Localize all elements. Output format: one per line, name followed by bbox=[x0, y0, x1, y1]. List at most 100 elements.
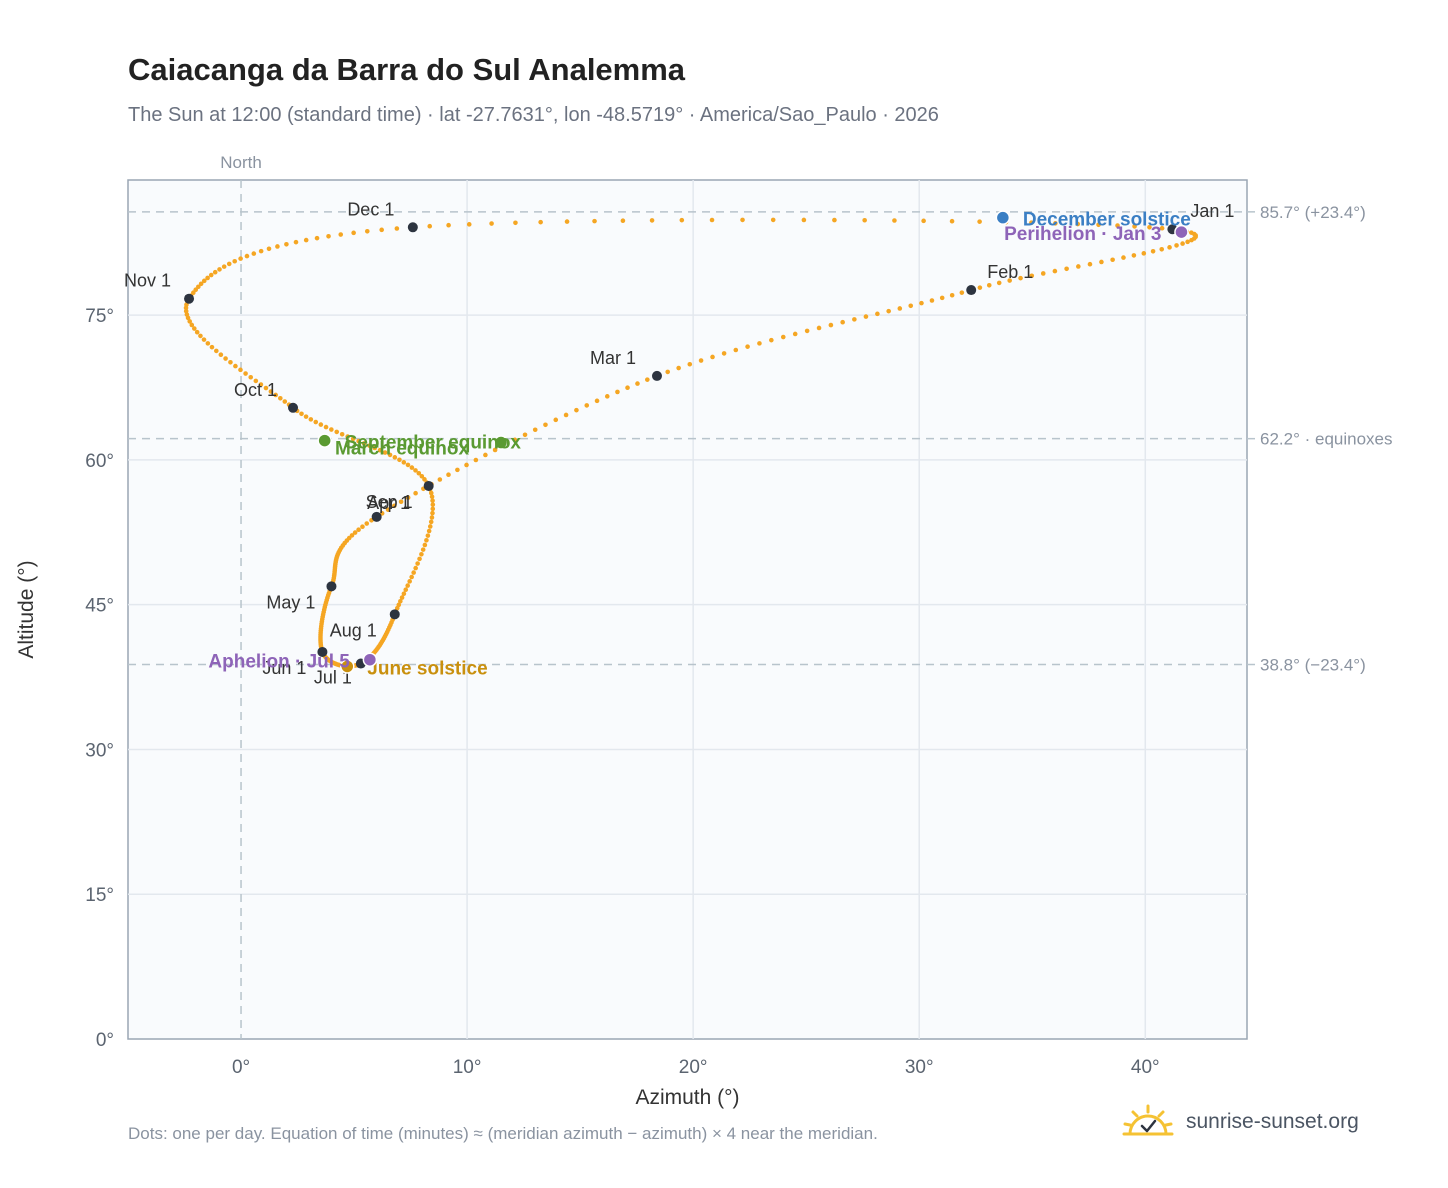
daily-dot bbox=[676, 365, 681, 371]
daily-dot bbox=[1096, 222, 1101, 228]
event-marker bbox=[995, 210, 1011, 225]
daily-dot bbox=[996, 280, 1002, 286]
plot-area bbox=[127, 179, 1248, 1040]
daily-dot bbox=[212, 269, 218, 275]
daily-dot bbox=[710, 354, 715, 360]
daily-dot bbox=[217, 267, 222, 272]
daily-dot bbox=[620, 218, 626, 224]
daily-dot bbox=[897, 306, 903, 311]
daily-dot bbox=[273, 392, 278, 398]
month-marker bbox=[423, 480, 434, 491]
event-label: March equinox bbox=[335, 439, 470, 460]
daily-dot bbox=[278, 395, 283, 401]
daily-dot bbox=[194, 329, 200, 335]
daily-dot bbox=[446, 222, 451, 228]
chart-title: Caiacanga da Barra do Sul Analemma bbox=[128, 52, 686, 87]
brand[interactable]: sunrise-sunset.org bbox=[1122, 1104, 1359, 1140]
daily-dot bbox=[949, 292, 955, 298]
daily-dot bbox=[243, 371, 248, 376]
daily-dot bbox=[986, 282, 992, 288]
daily-dot bbox=[430, 502, 436, 507]
month-label: Oct 1 bbox=[234, 380, 277, 400]
daily-dot bbox=[1053, 221, 1058, 226]
daily-dot bbox=[413, 468, 418, 473]
daily-dot bbox=[409, 574, 414, 580]
daily-dot bbox=[1110, 257, 1115, 263]
y-tick-label: 75° bbox=[85, 306, 114, 327]
y-tick-label: 45° bbox=[85, 596, 114, 617]
daily-dot bbox=[538, 219, 543, 225]
daily-dot bbox=[293, 239, 299, 245]
daily-dot bbox=[473, 457, 479, 463]
daily-dot bbox=[1040, 271, 1046, 276]
x-tick-label: 0° bbox=[232, 1057, 250, 1078]
daily-dot bbox=[401, 460, 407, 465]
month-label: Dec 1 bbox=[347, 199, 394, 219]
daily-dot bbox=[687, 361, 693, 367]
daily-dot bbox=[318, 422, 324, 427]
event-label: June solstice bbox=[367, 658, 487, 679]
daily-dot bbox=[209, 344, 215, 350]
daily-dot bbox=[553, 417, 559, 423]
daily-dot bbox=[592, 218, 597, 224]
daily-dot bbox=[532, 427, 538, 433]
daily-dot bbox=[405, 462, 411, 468]
chart-subtitle: The Sun at 12:00 (standard time) · lat -… bbox=[128, 104, 939, 126]
daily-dot bbox=[308, 417, 314, 422]
daily-dot bbox=[1185, 239, 1190, 245]
daily-dot bbox=[352, 530, 358, 535]
daily-dot bbox=[205, 341, 211, 346]
daily-dot bbox=[428, 519, 434, 525]
daily-dot bbox=[543, 422, 548, 428]
month-marker bbox=[966, 285, 977, 296]
daily-dot bbox=[422, 542, 428, 548]
daily-dot bbox=[949, 218, 955, 224]
daily-dot bbox=[792, 331, 798, 337]
daily-dot bbox=[187, 319, 193, 324]
daily-dot bbox=[740, 217, 745, 223]
daily-dot bbox=[615, 389, 620, 395]
daily-dot bbox=[405, 495, 411, 500]
daily-dot bbox=[464, 462, 469, 468]
daily-dot bbox=[201, 337, 207, 342]
daily-dot bbox=[574, 407, 579, 413]
daily-dot bbox=[183, 308, 189, 314]
daily-dot bbox=[351, 230, 356, 236]
event-label: September equinox bbox=[345, 433, 522, 454]
daily-dot bbox=[1159, 246, 1165, 252]
grid bbox=[128, 180, 1247, 1039]
daily-dot bbox=[394, 226, 400, 231]
daily-dot bbox=[1131, 253, 1137, 258]
axes: 0° 10° 20° 30° 40° 0° 15° 30° 45° 60° 75° Azimuth (… bbox=[15, 306, 1160, 1109]
daily-dot bbox=[1180, 241, 1185, 246]
daily-dot bbox=[364, 521, 370, 526]
north-label: North bbox=[220, 153, 262, 172]
daily-dot bbox=[413, 490, 418, 496]
y-tick-label: 60° bbox=[85, 451, 114, 472]
daily-dot bbox=[356, 438, 361, 444]
daily-dot bbox=[266, 246, 272, 252]
daily-dot bbox=[419, 473, 425, 479]
daily-dot bbox=[1099, 259, 1104, 265]
daily-dot bbox=[420, 547, 426, 552]
daily-dot bbox=[875, 311, 880, 317]
daily-dot bbox=[425, 533, 431, 538]
daily-dot bbox=[513, 220, 518, 226]
daily-dot bbox=[908, 303, 914, 309]
daily-dot bbox=[193, 287, 199, 293]
daily-dot bbox=[604, 394, 610, 399]
y-tick-label: 0° bbox=[96, 1030, 114, 1051]
daily-dot bbox=[594, 398, 600, 404]
daily-dot bbox=[282, 399, 288, 404]
daily-dot bbox=[625, 385, 630, 390]
month-marker bbox=[389, 609, 400, 620]
daily-dot bbox=[483, 452, 488, 458]
daily-dot bbox=[1087, 261, 1093, 267]
event-label: December solstice bbox=[1023, 210, 1191, 231]
y-axis-title: Altitude (°) bbox=[15, 560, 38, 658]
daily-dot bbox=[396, 602, 402, 608]
daily-dot bbox=[1132, 224, 1137, 229]
event-label: Perihelion · Jan 3 bbox=[1004, 224, 1161, 245]
